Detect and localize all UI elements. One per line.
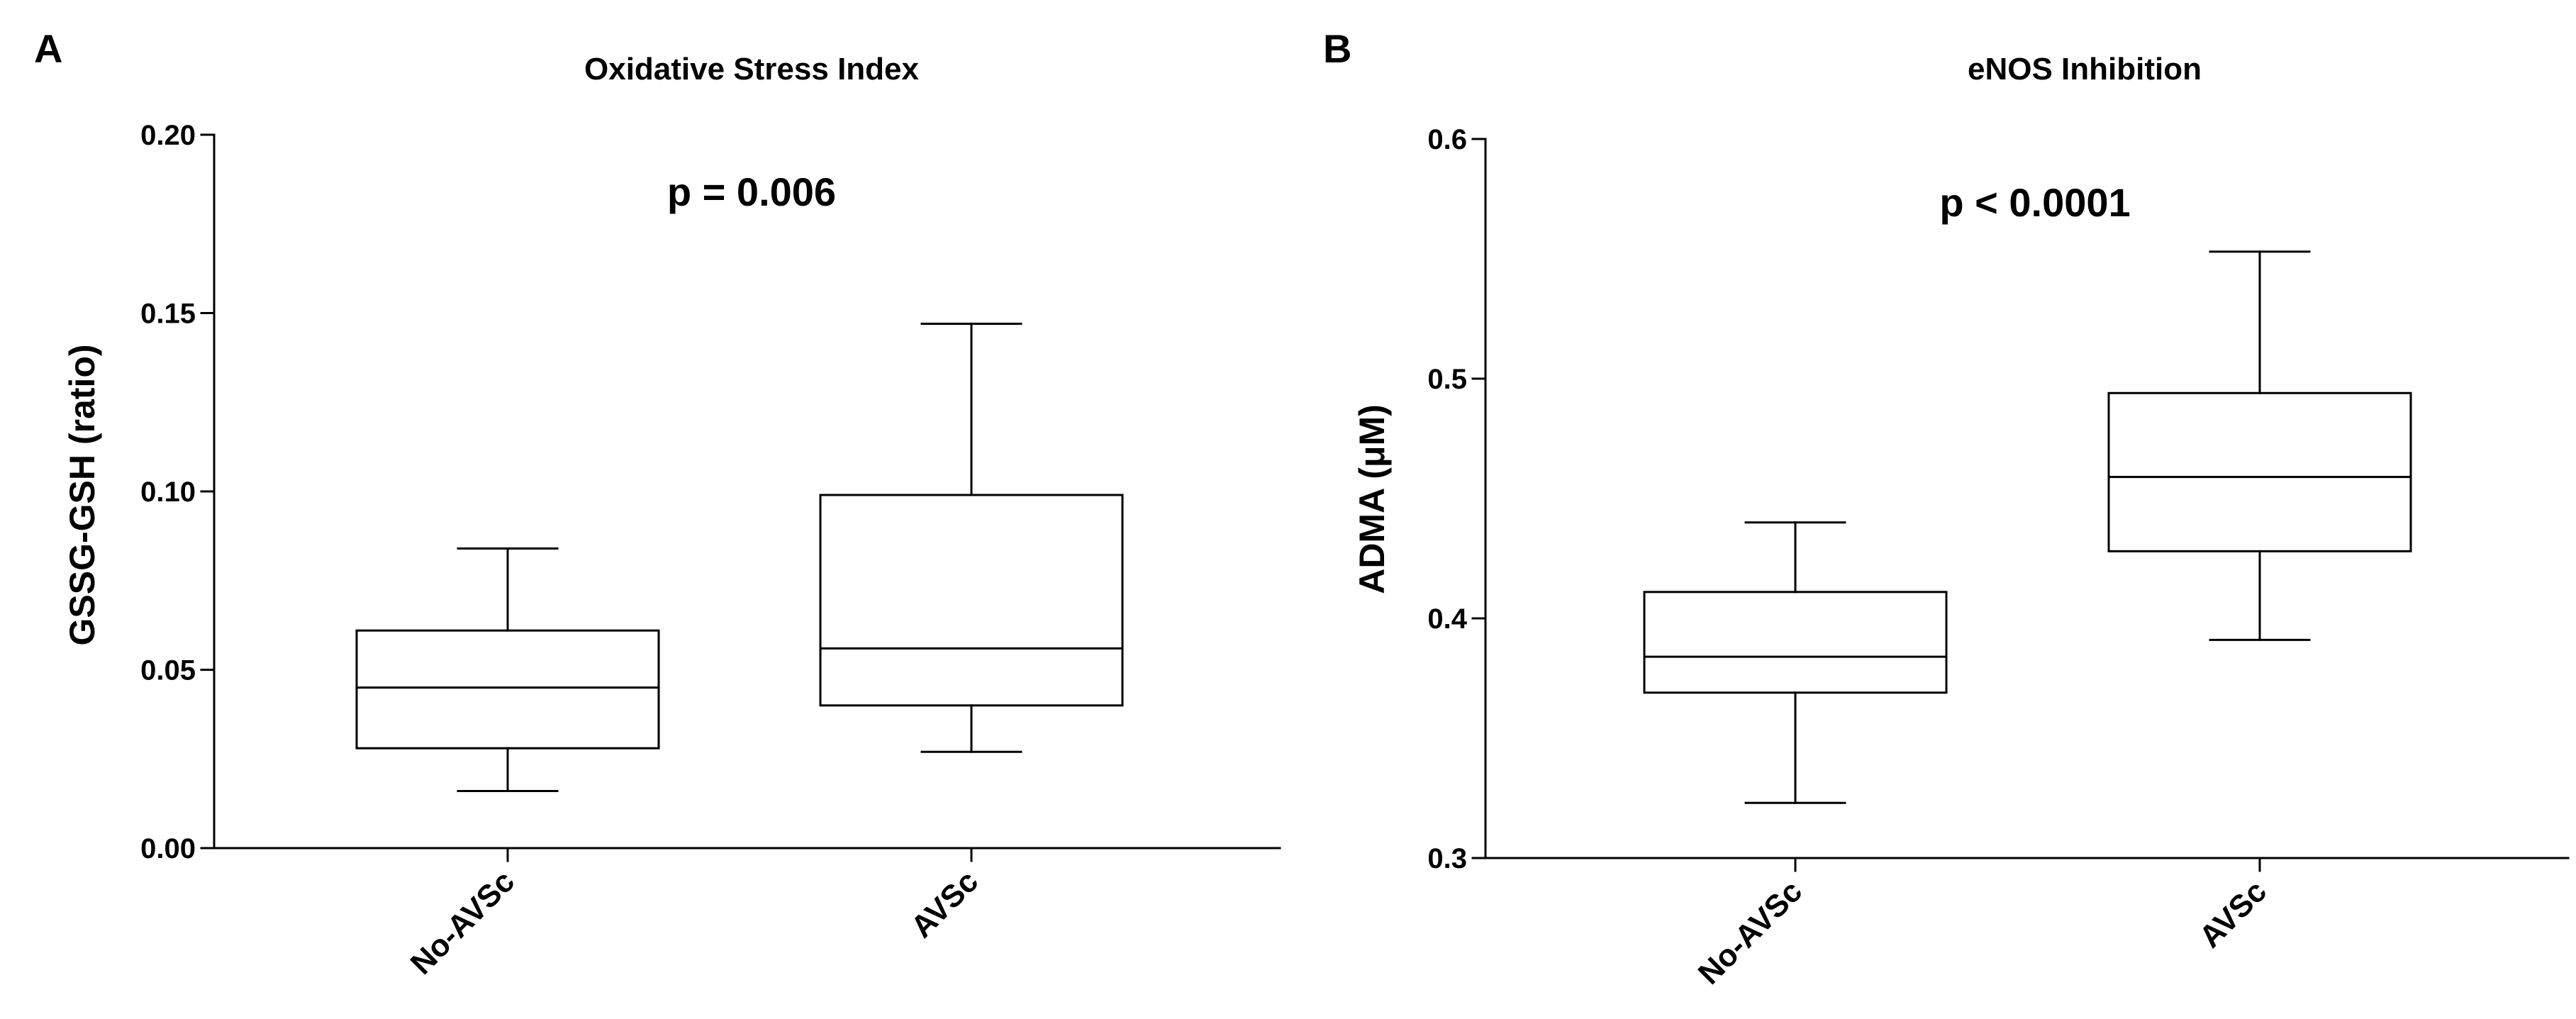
- iqr-box: [819, 494, 1124, 707]
- x-tick-label: AVSc: [904, 864, 985, 945]
- iqr-box: [1643, 591, 1948, 694]
- y-tick-label: 0.15: [140, 299, 196, 330]
- box-plot-avsc: [2107, 250, 2412, 641]
- iqr-box: [355, 629, 660, 750]
- x-tick-label: AVSc: [2192, 874, 2273, 954]
- panel-b: B eNOS Inhibition p < 0.0001 ADMA (μM) 0…: [1323, 26, 2570, 991]
- panel-letter: A: [34, 26, 62, 71]
- box-plot-no-avsc: [1643, 521, 1948, 804]
- y-tick-label: 0.20: [140, 120, 196, 151]
- iqr-box: [2107, 391, 2412, 552]
- panel-letter: B: [1323, 26, 1351, 71]
- y-tick-label: 0.4: [1427, 603, 1467, 635]
- y-tick-label: 0.00: [140, 833, 196, 864]
- y-axis-label: ADMA (μM): [1352, 404, 1392, 594]
- box-plot-no-avsc: [355, 547, 660, 793]
- panel-a: A Oxidative Stress Index p = 0.006 GSSG-…: [34, 26, 1281, 981]
- y-axis-label: GSSG-GSH (ratio): [62, 344, 102, 645]
- p-value-annotation: p = 0.006: [667, 169, 836, 214]
- y-tick-label: 0.6: [1427, 124, 1467, 155]
- chart-title: Oxidative Stress Index: [584, 52, 920, 87]
- p-value-annotation: p < 0.0001: [1939, 180, 2130, 225]
- chart-title: eNOS Inhibition: [1968, 52, 2202, 87]
- x-tick-label: No-AVSc: [1692, 874, 1809, 991]
- y-tick-label: 0.5: [1427, 364, 1467, 395]
- y-tick-label: 0.10: [140, 477, 196, 508]
- x-tick-label: No-AVSc: [404, 864, 521, 981]
- box-plot-avsc: [819, 323, 1124, 753]
- y-tick-label: 0.05: [140, 655, 196, 686]
- y-tick-label: 0.3: [1427, 843, 1467, 874]
